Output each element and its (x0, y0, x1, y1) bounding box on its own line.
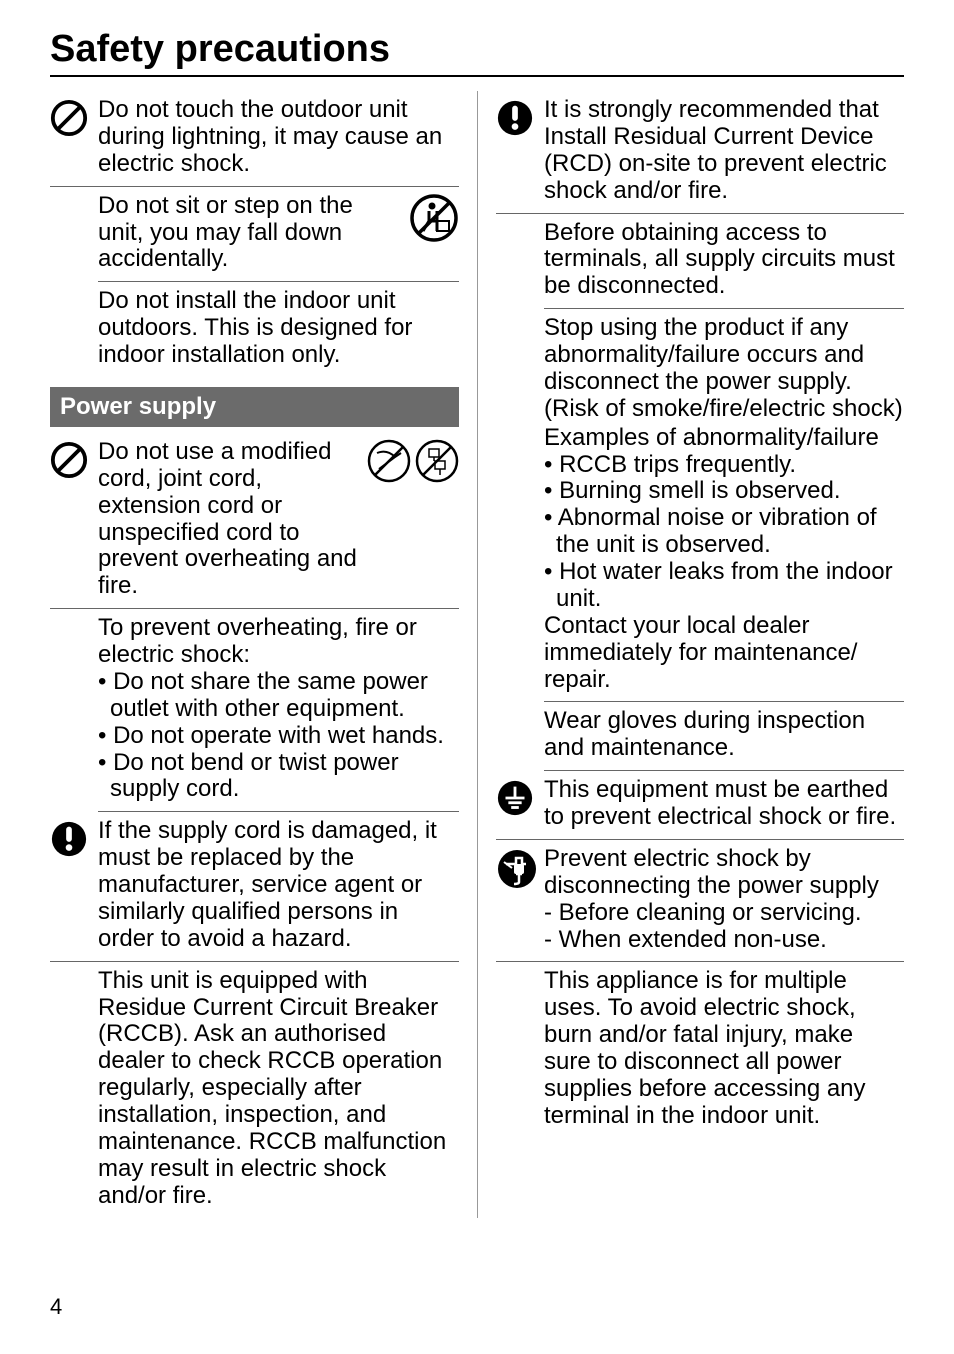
warning-item: Do not touch the outdoor unit during lig… (50, 91, 459, 187)
item-text: This unit is equipped with Residue Curre… (98, 968, 459, 1210)
mandatory-icon (50, 818, 98, 858)
bullet: RCCB trips frequently. (544, 452, 904, 479)
title-underline (50, 75, 904, 77)
warning-item: This unit is equipped with Residue Curre… (98, 962, 459, 1218)
item-text: It is strongly recommended that Install … (544, 97, 904, 205)
warning-item: Before obtaining access to terminals, al… (544, 214, 904, 310)
warning-item: This equipment must be earthed to preven… (496, 771, 904, 840)
bullet: Do not share the same power outlet with … (98, 669, 459, 723)
item-text: To prevent overheating, fire or electric… (98, 615, 459, 803)
bullet: Do not operate with wet hands. (98, 723, 459, 750)
mandatory-icon (496, 97, 544, 137)
warning-item: Do not use a modified cord, joint cord, … (50, 433, 459, 609)
warning-item: To prevent overheating, fire or electric… (98, 609, 459, 812)
warning-item: Do not sit or step on the unit, you may … (98, 187, 459, 283)
bullet: Burning smell is observed. (544, 478, 904, 505)
item-after: Contact your local dealer immediately fo… (544, 613, 904, 694)
item-sub: Examples of abnormality/failure (544, 425, 904, 452)
page-number: 4 (50, 1294, 62, 1320)
item-text: This equipment must be earthed to preven… (544, 777, 904, 831)
left-column: Do not touch the outdoor unit during lig… (50, 91, 477, 1218)
item-line: - When extended non-use. (544, 927, 904, 954)
bullet: Hot water leaks from the indoor unit. (544, 559, 904, 613)
prohibit-icon (50, 439, 98, 479)
item-text: Do not sit or step on the unit, you may … (98, 193, 403, 274)
bullet: Do not bend or twist power supply cord. (98, 750, 459, 804)
item-text: Do not touch the outdoor unit during lig… (98, 97, 459, 178)
unplug-icon (496, 846, 544, 890)
earth-icon (496, 777, 544, 817)
item-text: Stop using the product if any abnormalit… (544, 315, 904, 693)
bullet: Abnormal noise or vibration of the unit … (544, 505, 904, 559)
item-text: This appliance is for multiple uses. To … (544, 968, 904, 1129)
warning-item: This appliance is for multiple uses. To … (544, 962, 904, 1137)
warning-item: Do not install the indoor unit outdoors.… (98, 282, 459, 377)
no-sit-icon (403, 193, 459, 243)
item-line: - Before cleaning or servicing. (544, 900, 904, 927)
warning-item: It is strongly recommended that Install … (496, 91, 904, 214)
bullet-list: RCCB trips frequently. Burning smell is … (544, 452, 904, 613)
warning-item: If the supply cord is damaged, it must b… (50, 812, 459, 961)
item-text: Do not install the indoor unit outdoors.… (98, 288, 459, 369)
item-text: If the supply cord is damaged, it must b… (98, 818, 459, 952)
warning-item: Stop using the product if any abnormalit… (544, 309, 904, 702)
page-title: Safety precautions (50, 28, 904, 71)
right-column: It is strongly recommended that Install … (477, 91, 904, 1218)
prohibit-icon (50, 97, 98, 137)
warning-item: Prevent electric shock by disconnecting … (496, 840, 904, 963)
item-text: Do not use a modified cord, joint cord, … (98, 439, 361, 600)
item-lead: To prevent overheating, fire or electric… (98, 614, 417, 668)
item-text: Before obtaining access to terminals, al… (544, 220, 904, 301)
item-text: Wear gloves during inspection and mainte… (544, 708, 904, 762)
power-supply-header: Power supply (50, 387, 459, 427)
item-text: Prevent electric shock by disconnecting … (544, 846, 904, 954)
content-columns: Do not touch the outdoor unit during lig… (50, 91, 904, 1218)
bullet-list: Do not share the same power outlet with … (98, 669, 459, 803)
warning-item: Wear gloves during inspection and mainte… (544, 702, 904, 771)
cord-icons (361, 439, 459, 483)
item-lead: Stop using the product if any abnormalit… (544, 314, 903, 422)
item-lead: Prevent electric shock by disconnecting … (544, 845, 879, 899)
